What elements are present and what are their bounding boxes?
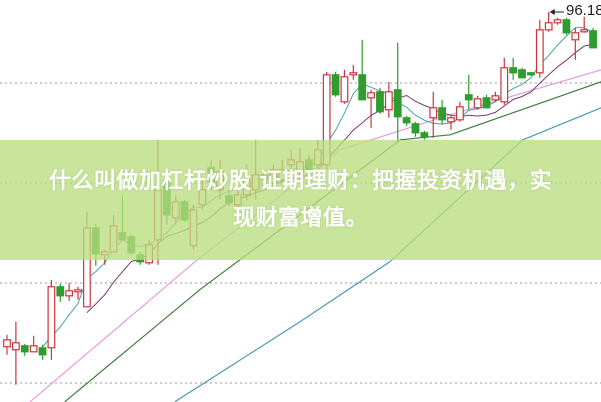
candle [47,279,56,360]
candle-body [384,91,393,111]
candle [367,89,375,128]
ma20-line [29,69,601,402]
candle [535,19,544,78]
candle [527,71,535,76]
candle [571,27,580,60]
candle-body [589,30,597,49]
candle-body [47,286,56,349]
candle [455,101,464,122]
candle-body [358,74,367,101]
candle [438,99,447,125]
candle-body [349,72,358,76]
ma120-line [174,107,601,402]
candle-body [56,286,65,297]
high-price-label: 96.18 [566,2,601,19]
headline-line-2: 现财富增值。 [232,206,368,231]
candle-body [420,132,429,138]
candle [562,17,571,35]
candle-body [527,72,535,76]
candle-body [518,69,526,79]
candle-body [509,67,518,74]
candle [56,283,65,302]
candle-body [429,107,438,119]
candle [340,69,349,104]
candle [411,121,420,137]
candle-body [393,89,402,118]
candle [473,95,482,110]
candle [518,67,526,79]
arrow-left-icon [549,9,555,15]
candle-body [367,92,375,99]
candle [500,57,509,105]
headline-line-1: 什么叫做加杠杆炒股 证期理财：把握投资机遇，实 [48,169,553,194]
candle [553,17,562,25]
candle [402,115,411,126]
candle-body [402,117,411,124]
candle-body [74,289,82,293]
candle-body [29,345,38,353]
candle-body [500,67,509,103]
candle-body [340,76,349,103]
candle-body [65,290,74,297]
candle [331,71,340,97]
candle-body [464,94,473,101]
candle-body [376,91,384,113]
candle [65,282,74,301]
candle-body [571,32,580,41]
candle-body [455,106,464,121]
candle-body [580,29,589,33]
candle-body [482,97,491,109]
candle [544,12,553,32]
candle [491,91,500,102]
candle [429,91,438,138]
candle-body [411,123,420,134]
candle [20,343,29,356]
headline-banner: 什么叫做加杠杆炒股 证期理财：把握投资机遇，实 现财富增值。 [0,140,601,260]
candle [384,81,393,118]
candle-body [447,117,455,123]
candle [3,334,11,355]
candle [38,344,47,360]
candle [580,16,589,33]
candle [29,335,38,353]
candle [74,286,82,300]
candle-body [473,98,482,109]
high-marker [549,9,564,15]
candle-body [20,345,29,353]
candle-body [491,95,500,101]
candle [376,87,384,114]
candle [509,57,518,80]
candle-body [553,19,562,24]
ma60-line [64,81,601,402]
candle [447,114,455,130]
candle-body [38,347,47,356]
candle [420,130,429,140]
candle-body [562,19,571,34]
candle [482,94,491,109]
candle [349,64,358,80]
candle [358,39,367,101]
candle-body [544,22,553,31]
candle-body [331,74,340,96]
candle-body [11,342,20,351]
candle [589,27,597,49]
candle [11,321,20,385]
candle-body [3,339,11,348]
candle-body [535,29,544,74]
candle [464,74,473,110]
candle-body [438,107,447,121]
candle [393,42,402,142]
